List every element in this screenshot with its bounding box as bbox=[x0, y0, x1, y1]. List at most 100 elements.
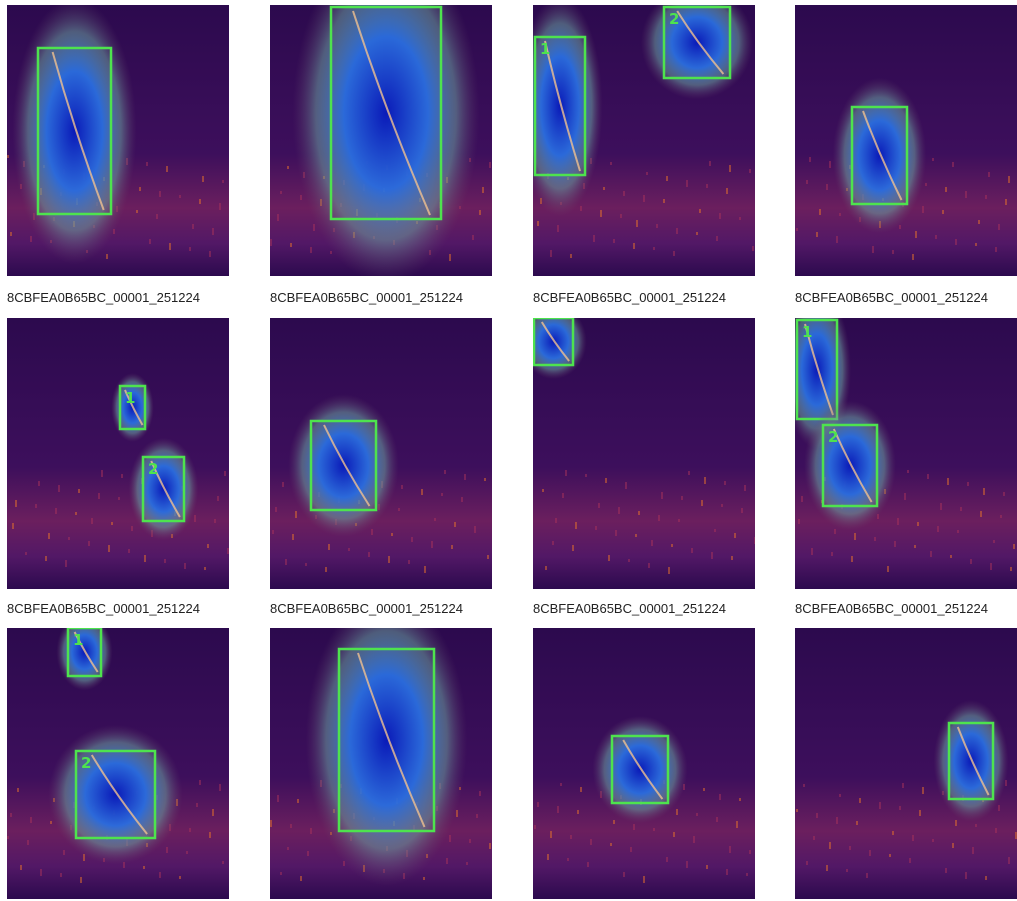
noise bbox=[686, 180, 688, 187]
noise bbox=[20, 865, 22, 870]
spectrogram-tile[interactable] bbox=[270, 5, 492, 276]
noise bbox=[300, 876, 302, 881]
noise bbox=[696, 813, 698, 816]
noise bbox=[199, 199, 201, 204]
spectrogram-tile[interactable] bbox=[270, 628, 492, 899]
noise bbox=[1008, 176, 1010, 183]
noise bbox=[156, 214, 158, 219]
spectrogram-tile[interactable] bbox=[7, 5, 229, 276]
noise bbox=[55, 508, 57, 514]
noise bbox=[10, 232, 12, 236]
noise bbox=[816, 813, 818, 818]
noise bbox=[159, 191, 161, 197]
noise bbox=[330, 251, 332, 254]
noise bbox=[484, 478, 486, 481]
noise bbox=[688, 471, 690, 475]
spectrogram-tile[interactable]: 12 bbox=[533, 5, 755, 276]
noise bbox=[280, 191, 282, 194]
noise bbox=[565, 470, 567, 476]
noise bbox=[937, 526, 939, 532]
noise bbox=[731, 556, 733, 560]
noise bbox=[219, 784, 221, 791]
noise bbox=[446, 858, 448, 864]
box-label: 1 bbox=[73, 631, 83, 649]
noise bbox=[121, 474, 123, 478]
spectrogram-tile[interactable] bbox=[270, 318, 492, 589]
noise bbox=[681, 496, 683, 500]
noise bbox=[108, 545, 110, 552]
noise bbox=[985, 195, 987, 199]
box-label: 2 bbox=[669, 10, 679, 28]
noise bbox=[721, 504, 723, 507]
noise bbox=[613, 820, 615, 824]
noise bbox=[295, 511, 297, 518]
noise bbox=[585, 474, 587, 477]
noise bbox=[48, 533, 50, 539]
noise bbox=[192, 224, 194, 229]
noise bbox=[310, 828, 312, 834]
noise bbox=[663, 199, 665, 203]
noise bbox=[598, 503, 600, 508]
noise bbox=[7, 155, 9, 158]
noise bbox=[489, 843, 491, 849]
box-label: 1 bbox=[802, 323, 812, 341]
noise bbox=[739, 798, 741, 801]
spectrogram-tile[interactable] bbox=[533, 628, 755, 899]
noise bbox=[45, 556, 47, 561]
noise bbox=[212, 228, 214, 235]
noise bbox=[166, 847, 168, 853]
noise bbox=[38, 481, 40, 486]
spectrogram-tile[interactable]: 12 bbox=[7, 628, 229, 899]
heatmap bbox=[12, 5, 136, 264]
spectrogram-tile[interactable] bbox=[795, 5, 1017, 276]
noise bbox=[952, 162, 954, 167]
noise bbox=[633, 243, 635, 249]
noise bbox=[189, 247, 191, 251]
noise bbox=[63, 850, 65, 855]
noise bbox=[736, 821, 738, 828]
noise bbox=[593, 235, 595, 242]
noise bbox=[993, 540, 995, 543]
noise bbox=[297, 799, 299, 803]
box-label: 2 bbox=[148, 460, 158, 478]
noise bbox=[915, 231, 917, 238]
noise bbox=[469, 839, 471, 843]
caption: 8CBFEA0B65BC_00001_251224 bbox=[7, 290, 200, 306]
noise bbox=[653, 247, 655, 250]
spectrogram-tile[interactable]: 12 bbox=[795, 318, 1017, 589]
noise bbox=[557, 806, 559, 813]
caption: 8CBFEA0B65BC_00001_251224 bbox=[795, 601, 988, 617]
noise bbox=[967, 482, 969, 486]
noise bbox=[746, 873, 748, 876]
noise bbox=[749, 850, 751, 854]
noise bbox=[643, 876, 645, 883]
noise bbox=[935, 235, 937, 239]
noise bbox=[628, 559, 630, 562]
noise bbox=[904, 493, 906, 500]
spectrogram-tile[interactable] bbox=[795, 628, 1017, 899]
noise bbox=[348, 548, 350, 551]
noise bbox=[451, 545, 453, 549]
noise bbox=[752, 246, 754, 251]
heatmap bbox=[833, 78, 927, 233]
box-label: 2 bbox=[828, 428, 838, 446]
noise bbox=[965, 191, 967, 198]
noise bbox=[724, 481, 726, 485]
noise bbox=[831, 552, 833, 556]
caption: 8CBFEA0B65BC_00001_251224 bbox=[270, 601, 463, 617]
spectrogram-tile[interactable] bbox=[533, 318, 755, 589]
noise bbox=[988, 172, 990, 177]
spectrogram-tile[interactable]: 12 bbox=[7, 318, 229, 589]
heatmap bbox=[288, 394, 399, 536]
noise bbox=[580, 787, 582, 792]
noise bbox=[676, 809, 678, 815]
noise bbox=[719, 213, 721, 219]
noise bbox=[633, 824, 635, 830]
noise bbox=[17, 788, 19, 792]
noise bbox=[729, 846, 731, 853]
noise bbox=[537, 802, 539, 807]
noise bbox=[646, 172, 648, 175]
noise bbox=[131, 526, 133, 531]
noise bbox=[980, 511, 982, 517]
noise bbox=[711, 552, 713, 559]
